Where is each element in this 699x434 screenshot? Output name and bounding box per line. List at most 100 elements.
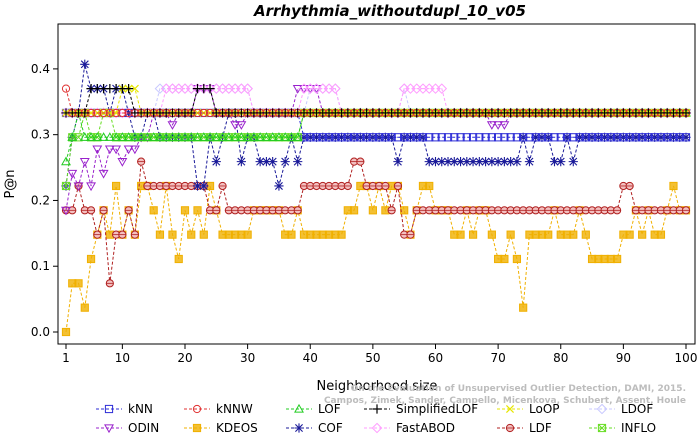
point-cof <box>280 157 290 167</box>
point-kdeos <box>174 254 183 264</box>
point-knn <box>675 133 684 142</box>
point-inflo <box>61 181 71 191</box>
legend-label-inflo: INFLO <box>621 421 656 434</box>
point-lof <box>242 132 253 141</box>
point-lof <box>236 132 247 141</box>
point-kdeos <box>512 254 522 264</box>
point-lof <box>205 132 216 141</box>
plot-area <box>60 59 692 337</box>
series-line-cof <box>65 64 686 187</box>
legend-marker-odin <box>104 424 114 434</box>
point-cof <box>330 132 340 142</box>
point-knn <box>450 133 459 142</box>
point-ldf <box>137 157 146 166</box>
point-knn <box>656 133 666 142</box>
point-ldf <box>625 181 634 191</box>
point-kdeos <box>487 230 496 239</box>
point-cof <box>199 181 209 191</box>
point-lof <box>261 132 272 141</box>
point-ldf <box>600 206 609 215</box>
point-kdeos <box>349 206 359 215</box>
point-cof <box>412 132 422 142</box>
point-lof <box>186 132 197 141</box>
point-cof <box>537 132 547 142</box>
point-kdeos <box>155 230 165 239</box>
point-cof <box>556 157 566 167</box>
point-cof <box>443 157 453 167</box>
point-knnw <box>99 108 108 118</box>
legend-item-cof: COF <box>286 421 343 434</box>
point-loop <box>130 84 139 93</box>
point-cof <box>430 157 441 167</box>
point-lof <box>117 132 128 141</box>
point-ldf <box>406 230 415 239</box>
point-kdeos <box>168 230 177 239</box>
point-knn <box>356 133 365 142</box>
point-knn <box>569 133 578 142</box>
point-cof <box>568 157 578 167</box>
point-lof <box>180 132 190 141</box>
series-line-kdeos <box>65 185 686 333</box>
point-cof <box>581 132 591 142</box>
point-knn <box>638 133 647 142</box>
point-ldf <box>130 230 139 239</box>
point-knn <box>456 133 465 142</box>
point-knn <box>331 133 340 142</box>
legend-item-odin: ODIN <box>96 421 159 434</box>
point-odin <box>236 121 247 130</box>
point-cof <box>606 132 616 142</box>
point-knn <box>481 133 490 142</box>
point-knn <box>625 133 634 142</box>
point-kdeos <box>519 303 528 312</box>
y-tick-label: 0.1 <box>31 259 50 273</box>
point-cof <box>531 132 541 142</box>
point-kdeos <box>500 254 509 264</box>
point-cof <box>681 132 691 142</box>
series-kdeos <box>61 181 691 337</box>
point-kdeos <box>468 230 478 239</box>
legend-marker-knnw <box>192 404 202 414</box>
point-knn <box>544 133 553 142</box>
legend-item-ldof: LDOF <box>589 402 653 416</box>
point-kdeos <box>613 254 622 264</box>
point-knn <box>619 133 628 142</box>
point-cof <box>506 157 516 167</box>
point-lof <box>173 132 184 141</box>
point-kdeos <box>400 206 409 215</box>
point-cof <box>293 157 303 167</box>
point-odin <box>104 145 115 155</box>
point-cof <box>487 157 497 167</box>
point-knn <box>324 133 334 142</box>
point-odin <box>111 145 122 155</box>
point-ldf <box>556 206 565 215</box>
point-knnw <box>199 108 208 118</box>
legend-item-knn: kNN <box>96 402 153 416</box>
legend-label-cof: COF <box>318 421 343 434</box>
series-line-ldf <box>66 161 686 284</box>
legend-item-kdeos: KDEOS <box>184 421 258 434</box>
point-ldf <box>93 230 102 239</box>
point-odin <box>92 145 103 155</box>
point-cof <box>455 157 466 167</box>
point-lof <box>292 132 303 141</box>
point-kdeos <box>638 230 647 239</box>
point-lof <box>280 132 291 141</box>
point-knn <box>644 133 653 142</box>
point-cof <box>274 181 284 191</box>
point-knn <box>594 133 603 142</box>
legend-marker-simplifiedlof <box>372 404 382 414</box>
point-fastabod <box>329 83 341 94</box>
x-tick-label: 90 <box>616 351 631 365</box>
series-inflo <box>61 108 691 191</box>
point-knn <box>669 133 678 142</box>
point-odin <box>230 121 241 130</box>
point-ldf <box>381 181 390 191</box>
point-lof <box>286 132 297 141</box>
y-axis: 0.0 0.1 0.2 0.3 0.4 <box>31 62 58 339</box>
point-knn <box>550 133 559 142</box>
point-knnw <box>118 108 127 118</box>
point-kdeos <box>86 254 96 264</box>
series-line-odin <box>65 88 686 211</box>
point-knn <box>400 133 409 142</box>
y-tick-label: 0.0 <box>31 325 50 339</box>
